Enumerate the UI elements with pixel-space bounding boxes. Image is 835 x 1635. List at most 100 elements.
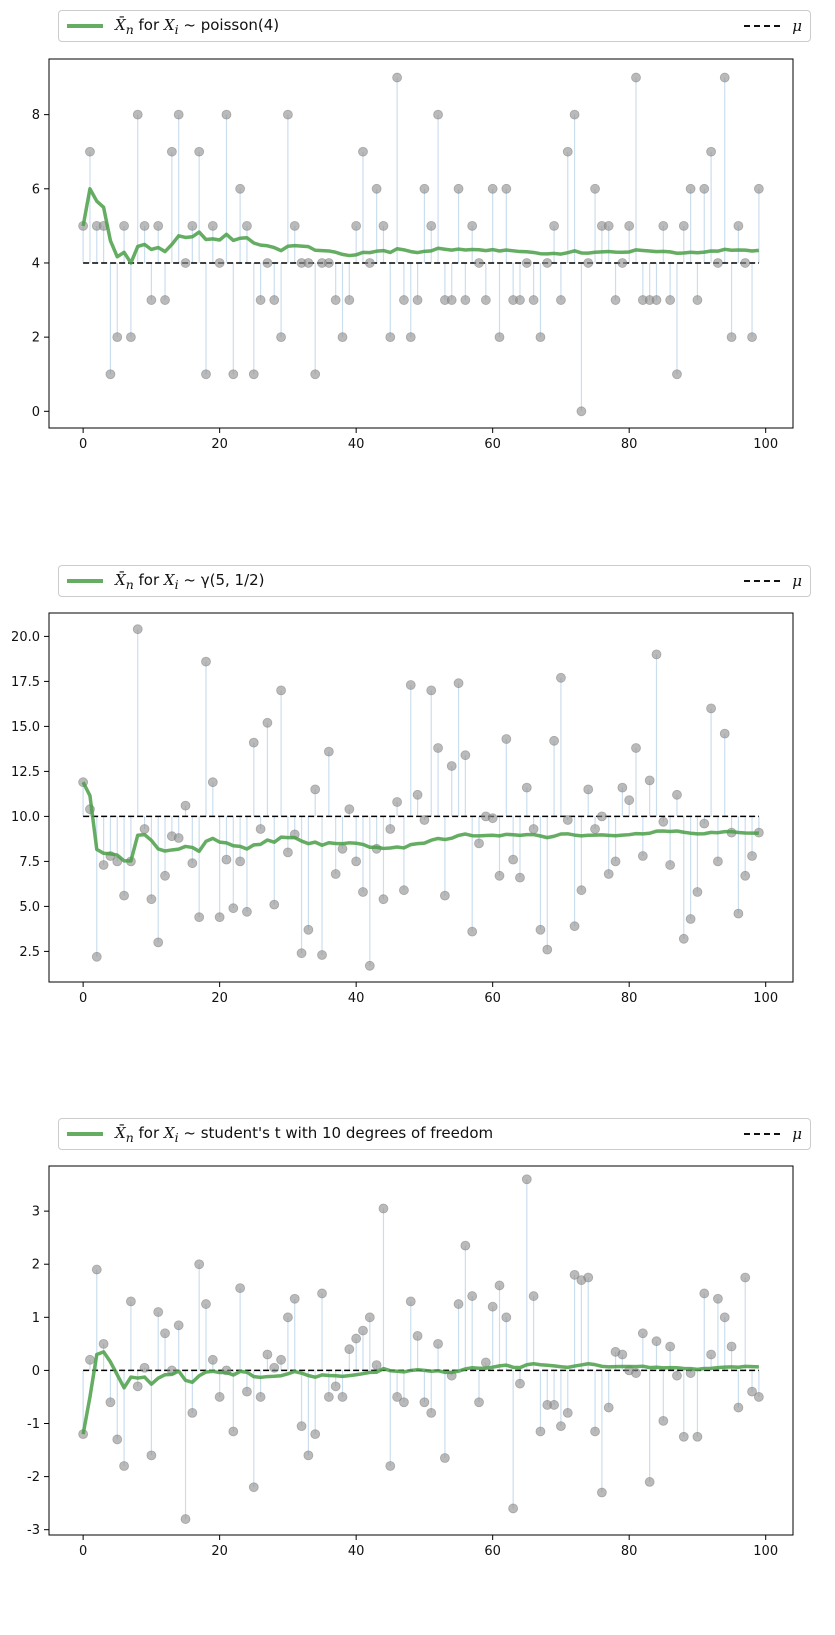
sample-point [521, 782, 532, 793]
sample-point [487, 1301, 498, 1312]
sample-point [317, 1288, 327, 1299]
sample-point [733, 1402, 744, 1413]
sample-point [242, 220, 252, 231]
sample-point [713, 1293, 723, 1304]
sample-point [494, 332, 505, 343]
sample-point [194, 912, 205, 923]
legend-swatch-running-mean [67, 579, 103, 583]
legend-entry-mu: μ [744, 566, 802, 596]
sample-point [617, 258, 628, 268]
sample-point [132, 109, 143, 120]
x-tick-label: 0 [79, 437, 87, 452]
sample-point [467, 1291, 478, 1301]
sample-point [631, 72, 641, 83]
sample-point [453, 678, 464, 689]
sample-point [310, 369, 321, 380]
sample-point [262, 1349, 273, 1360]
sample-point [460, 295, 471, 305]
sample-point [665, 860, 676, 870]
sample-point [310, 784, 321, 795]
sample-point [303, 258, 314, 268]
sample-point [351, 220, 362, 231]
sample-point [713, 856, 723, 867]
y-tick-label: 1 [32, 1311, 40, 1326]
sample-point [98, 860, 109, 870]
sample-point [296, 948, 307, 959]
sample-point [501, 1312, 512, 1323]
x-tick-label: 0 [79, 991, 87, 1006]
sample-point [405, 332, 416, 343]
legend-swatch-running-mean [67, 24, 103, 28]
sample-point [262, 717, 273, 728]
legend-swatch-mu [744, 25, 781, 27]
sample-point [651, 649, 662, 660]
sample-point [248, 369, 259, 380]
sample-point [672, 1370, 682, 1381]
y-tick-label: 8 [32, 108, 40, 123]
sample-point [207, 777, 218, 788]
sample-point [747, 332, 757, 343]
legend-entry-running-mean: X̄n for Xi ~ γ(5, 1/2) [67, 566, 265, 596]
y-tick-label: 2 [32, 1258, 40, 1273]
sample-point [323, 746, 334, 757]
sample-point [112, 332, 123, 343]
sample-point [603, 1402, 614, 1413]
sample-point [637, 851, 648, 861]
sample-point [685, 914, 696, 924]
y-tick-label: 5.0 [19, 900, 40, 915]
sample-point [460, 1240, 471, 1251]
sample-point [515, 872, 525, 883]
sample-point [474, 1397, 484, 1408]
legend-label-running-mean: X̄n for Xi ~ γ(5, 1/2) [115, 570, 265, 592]
y-tick-label: 0 [32, 405, 40, 420]
sample-point [740, 1272, 751, 1283]
sample-point [562, 1407, 573, 1418]
sample-point [282, 1312, 293, 1323]
sample-point [706, 146, 716, 157]
sample-point [364, 1312, 375, 1323]
sample-point [392, 72, 403, 83]
sample-point [330, 869, 341, 879]
y-tick-label: -1 [27, 1417, 40, 1432]
sample-point [214, 258, 225, 268]
sample-point [282, 847, 293, 858]
sample-point [364, 960, 375, 971]
running-mean-line [81, 187, 760, 265]
sample-point [344, 804, 355, 815]
sample-point [576, 406, 587, 417]
sample-point [535, 924, 546, 935]
sample-point [276, 685, 286, 696]
sample-point [474, 258, 484, 268]
sample-point [569, 921, 580, 932]
sample-point [603, 220, 614, 231]
legend-entry-running-mean: X̄n for Xi ~ student's t with 10 degrees… [67, 1119, 493, 1149]
legend-label-mu: μ [792, 572, 802, 590]
sample-point [692, 1431, 703, 1442]
sample-point [132, 624, 143, 635]
sample-point [173, 833, 184, 843]
y-tick-label: -2 [27, 1470, 40, 1485]
sample-point [624, 795, 635, 806]
x-tick-label: 80 [621, 991, 638, 1006]
sample-point [146, 894, 157, 905]
sample-point [583, 1272, 594, 1283]
sample-point [187, 858, 198, 869]
sample-point [556, 295, 566, 305]
plot-area-2: 0 20 40 60 80 100 2.5 5.0 7.5 10.0 12.5 15.0 17.5 20.… [11, 612, 794, 1006]
legend: X̄n for Xi ~ student's t with 10 degrees… [58, 1118, 811, 1150]
sample-point [187, 220, 198, 231]
sample-point [153, 937, 164, 948]
sample-point [105, 369, 116, 380]
sample-point [617, 782, 628, 793]
sample-point [637, 1328, 648, 1339]
sample-point [699, 1288, 710, 1299]
y-tick-label: 17.5 [11, 675, 40, 690]
sample-point [460, 750, 471, 761]
sample-point [535, 332, 546, 343]
sample-point [405, 680, 416, 690]
sample-point [242, 906, 252, 917]
sample-point [644, 1477, 655, 1487]
sample-point [678, 933, 689, 944]
x-tick-label: 40 [348, 1544, 365, 1559]
sample-point [269, 1362, 280, 1373]
